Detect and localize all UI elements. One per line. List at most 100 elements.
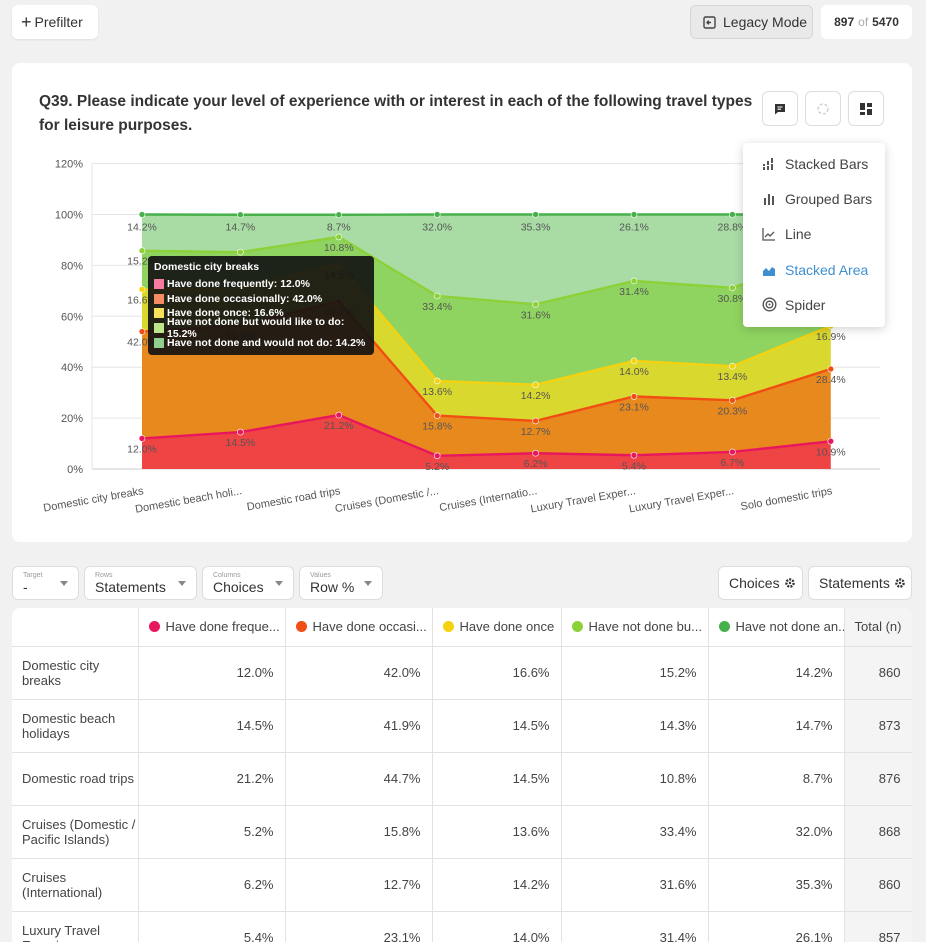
series-line	[141, 413, 831, 457]
statements-settings-button[interactable]: Statements	[808, 566, 912, 600]
column-header[interactable]: Have not done an...	[708, 608, 845, 647]
chart-type-button[interactable]	[848, 91, 884, 126]
data-point	[433, 211, 441, 218]
tooltip-row-text: Have done occasionally: 42.0%	[167, 292, 323, 305]
data-point	[237, 211, 244, 219]
data-point	[532, 417, 539, 425]
data-point	[827, 365, 835, 373]
comment-button[interactable]	[762, 91, 798, 126]
row-label: Domestic road trips	[12, 752, 139, 806]
data-label: 16.9%	[816, 331, 846, 343]
data-point	[433, 412, 441, 419]
prefilter-button[interactable]: + Prefilter	[12, 5, 98, 39]
data-label: 28.8%	[718, 222, 748, 234]
column-header[interactable]: Have done freque...	[138, 608, 286, 647]
swatch-icon	[154, 337, 164, 348]
series-dot-icon	[295, 621, 307, 633]
table-cell: 16.6%	[432, 646, 562, 700]
exit-icon	[703, 15, 716, 29]
count-total: 5470	[872, 15, 899, 29]
tooltip-row: Have done frequently: 12.0%	[154, 277, 368, 292]
swatch-icon	[154, 308, 164, 319]
data-point	[630, 277, 638, 285]
plus-icon: +	[21, 12, 32, 32]
y-tick-label: 120%	[55, 159, 83, 171]
refresh-button[interactable]	[805, 91, 841, 126]
gear-icon	[784, 578, 795, 588]
column-header[interactable]: Have done occasi...	[285, 608, 433, 647]
tooltip-row-text: Have done frequently: 12.0%	[167, 278, 310, 291]
table-cell: 31.6%	[561, 858, 709, 912]
data-label: 8.7%	[327, 222, 351, 234]
data-label: 5.2%	[425, 461, 449, 473]
y-tick-label: 100%	[55, 210, 83, 222]
x-tick-label: Solo domestic trips	[740, 485, 834, 513]
data-label: 20.3%	[718, 405, 748, 417]
column-header-total[interactable]: Total (n)	[844, 608, 912, 647]
table-cell: 6.2%	[138, 858, 286, 912]
table-row: Cruises (International) 6.2% 12.7% 14.2% 31.…	[12, 858, 912, 912]
data-point	[630, 357, 638, 365]
columns-caption: Columns	[213, 572, 241, 579]
swatch-icon	[154, 323, 164, 334]
table-cell: 35.3%	[708, 858, 845, 912]
data-point	[433, 377, 441, 385]
menu-item-grouped-bars[interactable]: Grouped Bars	[743, 181, 885, 216]
data-point	[827, 437, 835, 445]
table-cell: 14.5%	[138, 699, 286, 753]
menu-item-spider[interactable]: Spider	[743, 287, 885, 322]
refresh-icon	[817, 102, 829, 115]
data-label: 23.1%	[619, 401, 649, 413]
tooltip-row: Have not done and would not do: 14.2%	[154, 335, 368, 350]
data-point	[335, 411, 343, 419]
columns-select[interactable]: Columns Choices	[202, 566, 294, 600]
row-label: Luxury Travel Experiences	[12, 911, 139, 942]
table-cell: 14.3%	[561, 699, 709, 753]
data-label: 10.9%	[816, 446, 846, 458]
rows-caption: Rows	[95, 572, 113, 579]
rows-select[interactable]: Rows Statements	[84, 566, 197, 600]
data-label: 30.8%	[718, 293, 748, 305]
chart-type-menu: Stacked Bars Grouped Bars Line Stacked A…	[743, 143, 885, 327]
menu-item-stacked-area[interactable]: Stacked Area	[743, 252, 885, 287]
series-dot-icon	[442, 621, 454, 633]
data-label: 14.5%	[226, 437, 256, 449]
legacy-mode-button[interactable]: Legacy Mode	[690, 5, 813, 39]
column-header[interactable]: Have done once	[432, 608, 562, 647]
table-cell-total: 857	[844, 911, 912, 942]
table-cell: 31.4%	[561, 911, 709, 942]
table-cell: 5.4%	[138, 911, 286, 942]
table-cell: 5.2%	[138, 805, 286, 859]
layout-grid-icon	[860, 102, 872, 115]
table-cell: 15.2%	[561, 646, 709, 700]
swatch-icon	[154, 279, 164, 290]
data-label: 6.2%	[524, 458, 548, 470]
table-cell: 33.4%	[561, 805, 709, 859]
data-point	[532, 211, 539, 218]
table-cell: 14.7%	[708, 699, 845, 753]
column-header[interactable]: Have not done bu...	[561, 608, 709, 647]
table-cell: 15.8%	[285, 805, 433, 859]
target-select[interactable]: Target -	[12, 566, 79, 600]
values-select[interactable]: Values Row %	[299, 566, 383, 600]
choices-settings-button[interactable]: Choices	[718, 566, 803, 600]
table-cell: 10.8%	[561, 752, 709, 806]
data-label: 15.8%	[422, 421, 452, 433]
data-point	[630, 451, 638, 459]
row-label: Cruises (International)	[12, 858, 139, 912]
menu-item-label: Stacked Bars	[785, 155, 869, 172]
table-cell: 14.0%	[432, 911, 562, 942]
menu-item-stacked-bars[interactable]: Stacked Bars	[743, 146, 885, 181]
data-label: 33.4%	[422, 301, 452, 313]
table-cell: 14.5%	[432, 752, 562, 806]
chevron-down-icon	[364, 581, 372, 586]
table-cell: 32.0%	[708, 805, 845, 859]
data-label: 14.2%	[521, 390, 551, 402]
menu-item-line[interactable]: Line	[743, 217, 885, 252]
table-header-row: Have done freque... Have done occasi... …	[12, 608, 912, 647]
tooltip-row: Have done occasionally: 42.0%	[154, 292, 368, 307]
table-cell: 44.7%	[285, 752, 433, 806]
data-label: 10.8%	[324, 242, 354, 254]
series-dot-icon	[718, 621, 730, 633]
table-cell: 13.6%	[432, 805, 562, 859]
